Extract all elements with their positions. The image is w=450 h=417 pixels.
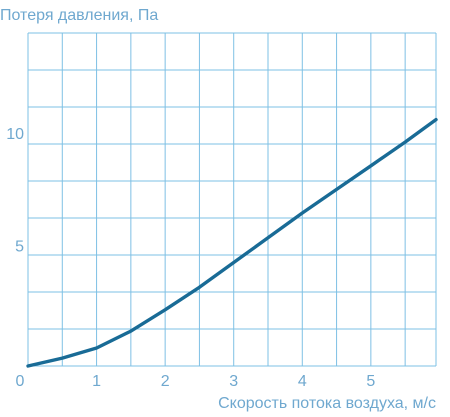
x-tick-label: 1 xyxy=(92,373,101,390)
x-tick-label: 4 xyxy=(298,373,307,390)
y-tick-label: 5 xyxy=(15,239,24,256)
series-line xyxy=(26,117,438,368)
x-tick-label: 3 xyxy=(229,373,238,390)
y-axis-label: Потеря давления, Па xyxy=(0,7,158,24)
x-tick-labels: 0 1 2 3 4 5 xyxy=(16,373,376,390)
x-tick-label: 5 xyxy=(366,373,375,390)
x-tick-label: 2 xyxy=(161,373,170,390)
y-tick-label: 10 xyxy=(6,126,24,143)
x-axis-label: Скорость потока воздуха, м/с xyxy=(218,395,436,412)
grid xyxy=(27,32,437,367)
x-tick-label: 0 xyxy=(16,373,25,390)
y-tick-labels: 5 10 xyxy=(6,126,24,256)
